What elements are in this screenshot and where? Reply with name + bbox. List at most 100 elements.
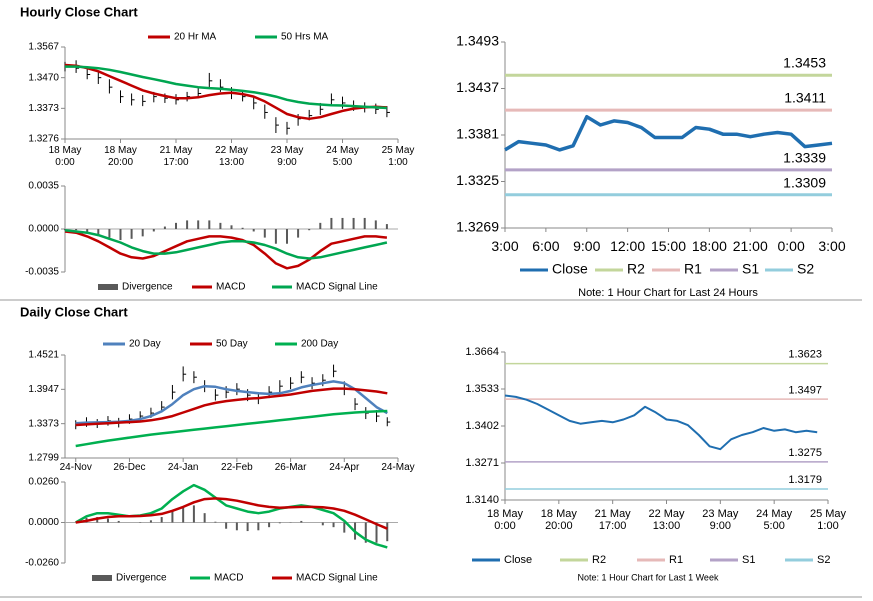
x-tick-label: 26-Mar: [274, 462, 307, 473]
x-tick-label: 15:00: [650, 238, 687, 254]
x-tick-label: 21 May 17:00: [159, 145, 193, 168]
legend-label: Divergence: [116, 573, 167, 584]
x-tick-label: 6:00: [532, 238, 560, 254]
y-tick-label: 1.3567: [28, 42, 59, 53]
y-tick-label: 1.3325: [456, 172, 499, 188]
x-tick-label: 18 May 0:00: [486, 508, 524, 532]
x-tick-label: 3:00: [818, 238, 846, 254]
x-tick-label: 24-Jan: [167, 462, 199, 473]
series-line: [64, 63, 387, 121]
note: Note: 1 Hour Chart for Last 24 Hours: [578, 287, 758, 299]
legend-label: Close: [504, 554, 532, 566]
y-tick-label: 0.0000: [28, 224, 59, 235]
y-tick-label: 1.3373: [28, 103, 59, 114]
legend-label: 50 Day: [216, 339, 248, 350]
y-tick-label: 1.3470: [28, 72, 59, 83]
x-tick-label: 9:00: [573, 238, 601, 254]
y-tick-label: 0.0000: [28, 517, 59, 528]
y-tick-label: 1.3271: [465, 457, 499, 469]
x-tick-label: 18 May 20:00: [104, 145, 137, 168]
x-tick-label: 22 May 13:00: [215, 145, 248, 168]
y-tick-label: -0.0035: [25, 267, 59, 278]
y-tick-label: 1.3276: [28, 134, 59, 145]
x-tick-label: 18 May 0:00: [48, 145, 82, 168]
legend-label: MACD Signal Line: [296, 282, 378, 293]
series-line: [75, 497, 388, 530]
y-tick-label: 1.3402: [465, 420, 499, 432]
y-tick-label: 1.3664: [465, 346, 499, 358]
level-label: 1.3179: [788, 474, 822, 486]
level-label: 1.3309: [783, 174, 826, 190]
x-tick-label: 22 May 13:00: [648, 508, 685, 532]
section-title: Hourly Close Chart: [20, 4, 138, 19]
series-line: [504, 114, 833, 152]
y-tick-label: -0.0260: [25, 558, 59, 569]
y-tick-label: 1.3533: [465, 383, 499, 395]
legend-swatch: [98, 284, 118, 290]
level-label: 1.3497: [788, 384, 822, 396]
series-line: [64, 228, 388, 260]
legend-label: MACD: [216, 282, 245, 293]
x-tick-label: 18:00: [691, 238, 727, 254]
y-tick-label: 1.3947: [28, 384, 59, 395]
x-tick-label: 21 May 17:00: [594, 508, 631, 532]
legend-label: S1: [742, 261, 759, 277]
y-tick-label: 1.2799: [28, 453, 59, 464]
legend-label: R2: [627, 261, 645, 277]
series-line: [75, 387, 388, 427]
y-tick-label: 1.3381: [456, 126, 499, 142]
section-title: Daily Close Chart: [20, 304, 128, 319]
y-tick-label: 0.0035: [28, 181, 59, 192]
x-tick-label: 23 May 9:00: [270, 145, 304, 168]
note: Note: 1 Hour Chart for Last 1 Week: [578, 572, 719, 582]
level-label: 1.3411: [784, 90, 826, 106]
x-tick-label: 0:00: [777, 238, 805, 254]
legend-label: R1: [684, 261, 702, 277]
x-tick-label: 3:00: [491, 238, 519, 254]
legend-label: Divergence: [122, 282, 173, 293]
x-tick-label: 22-Feb: [221, 462, 253, 473]
y-tick-label: 1.3493: [456, 33, 499, 49]
series-line: [75, 409, 388, 448]
x-tick-label: 24-Apr: [329, 462, 360, 473]
legend-label: 20 Day: [129, 339, 161, 350]
x-tick-label: 12:00: [610, 238, 646, 254]
legend-label: 20 Hr MA: [174, 32, 217, 43]
level-label: 1.3623: [788, 349, 822, 361]
y-tick-label: 0.0260: [28, 477, 59, 488]
x-tick-label: 21:00: [732, 238, 768, 254]
legend-label: S1: [742, 554, 755, 566]
x-tick-label: 26-Dec: [113, 462, 146, 473]
y-tick-label: 1.4521: [28, 350, 59, 361]
legend-label: 50 Hrs MA: [281, 32, 329, 43]
x-tick-label: 24 May 5:00: [756, 508, 793, 532]
x-tick-label: 24 May 5:00: [326, 145, 359, 168]
legend-label: MACD: [214, 573, 243, 584]
legend-label: S2: [797, 261, 814, 277]
legend-label: R1: [669, 554, 683, 566]
y-tick-label: 1.3373: [28, 418, 59, 429]
x-tick-label: 24-Nov: [59, 462, 92, 473]
level-label: 1.3339: [783, 149, 826, 165]
legend-label: R2: [592, 554, 606, 566]
y-tick-label: 1.3140: [465, 494, 499, 506]
level-label: 1.3275: [788, 447, 822, 459]
x-tick-label: 23 May 9:00: [702, 508, 739, 532]
x-tick-label: 25 May 1:00: [809, 508, 847, 532]
legend-label: Close: [552, 261, 588, 277]
x-tick-label: 25 May 1:00: [381, 145, 415, 168]
legend-label: 200 Day: [301, 339, 338, 350]
series-line: [64, 230, 388, 270]
y-tick-label: 1.3437: [456, 79, 499, 95]
x-tick-label: 18 May 20:00: [540, 508, 577, 532]
series-line: [504, 394, 818, 451]
series-line: [65, 65, 387, 110]
level-label: 1.3453: [783, 55, 826, 71]
x-tick-label: 24-May: [381, 462, 415, 473]
legend-swatch: [92, 575, 112, 581]
legend-label: MACD Signal Line: [296, 573, 378, 584]
legend-label: S2: [817, 554, 830, 566]
y-tick-label: 1.3269: [456, 219, 499, 235]
